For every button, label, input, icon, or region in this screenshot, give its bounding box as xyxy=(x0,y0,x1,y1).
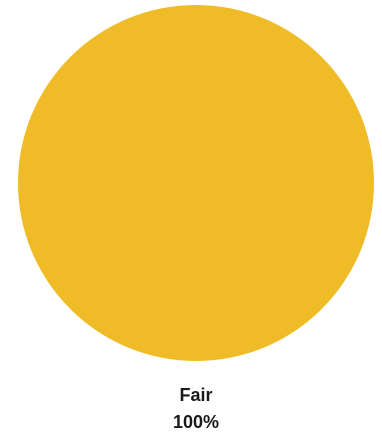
slice-label-fair: Fair xyxy=(179,385,212,405)
pie-slices xyxy=(18,5,374,361)
slice-value-label-fair: 100% xyxy=(173,412,219,432)
pie-labels: Fair 100% xyxy=(173,385,219,432)
pie-slice-fair xyxy=(18,5,374,361)
